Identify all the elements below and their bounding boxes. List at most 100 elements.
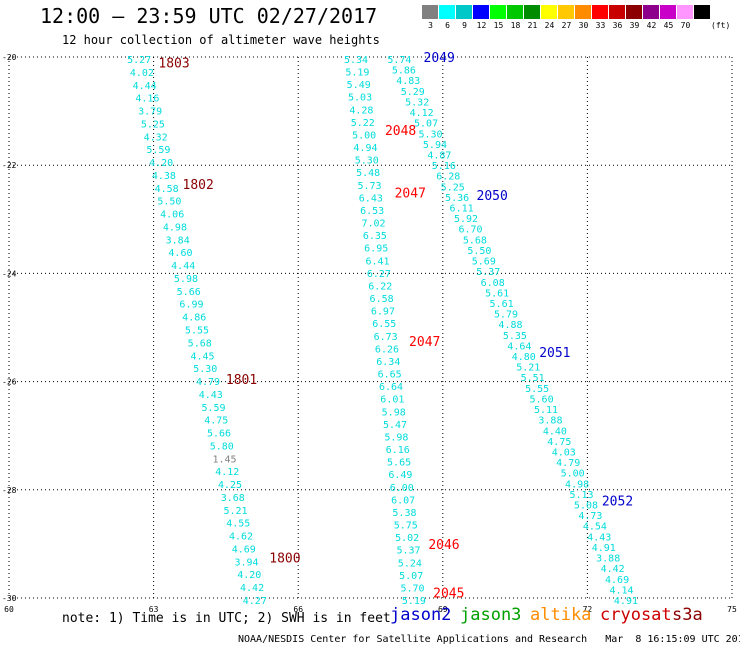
wave-height-value: 5.16 (432, 161, 456, 172)
wave-height-value: 4.87 (427, 150, 451, 161)
wave-height-value: 3.68 (221, 493, 245, 504)
wave-height-value: 6.53 (360, 206, 384, 217)
wave-height-value: 4.55 (226, 519, 250, 530)
color-scale-label: 27 (561, 21, 572, 30)
wave-height-value: 4.69 (605, 575, 629, 586)
color-swatch (575, 5, 592, 19)
wave-height-value: 4.42 (601, 564, 625, 575)
wave-height-value: 5.65 (387, 458, 411, 469)
y-tick-label: -30 (2, 594, 17, 603)
pass-label: 1803 (158, 56, 189, 71)
wave-height-value: 4.25 (218, 480, 242, 491)
wave-height-value: 5.22 (351, 118, 375, 129)
wave-height-value: 5.68 (188, 338, 212, 349)
wave-height-value: 5.59 (146, 145, 170, 156)
wave-height-value: 4.60 (168, 248, 192, 259)
color-swatch (507, 5, 524, 19)
color-scale-cell: 15 (490, 5, 507, 30)
wave-height-value: 3.88 (538, 416, 562, 427)
pass-label: 2045 (433, 587, 464, 602)
pass-label: 2051 (539, 346, 570, 361)
wave-height-value: 4.02 (130, 68, 154, 79)
color-scale-cell: 24 (541, 5, 558, 30)
wave-height-value: 5.98 (174, 274, 198, 285)
wave-height-value: 5.19 (345, 68, 369, 79)
color-scale-label: 39 (629, 21, 640, 30)
wave-height-value: 5.98 (382, 407, 406, 418)
color-scale-cell: 18 (507, 5, 524, 30)
wave-height-value: 5.29 (401, 87, 425, 98)
wave-height-value: 4.40 (543, 426, 567, 437)
pass-label: 1802 (183, 178, 214, 193)
color-swatch (473, 5, 490, 19)
wave-height-value: 5.79 (494, 310, 518, 321)
y-tick-label: -26 (2, 378, 17, 387)
chart-title: 12:00 – 23:59 UTC 02/27/2017 (40, 4, 378, 28)
color-swatch (439, 5, 456, 19)
legend-item-jason3: jason3 (460, 605, 522, 625)
wave-height-value: 6.01 (380, 395, 404, 406)
legend-item-s3a: s3a (672, 605, 703, 625)
wave-height-value: 6.99 (179, 300, 203, 311)
color-scale-cell: 33 (592, 5, 609, 30)
color-swatch (626, 5, 643, 19)
legend-item-jason2: jason2 (390, 605, 452, 625)
wave-height-value: 4.12 (215, 467, 239, 478)
wave-height-value: 6.64 (379, 382, 403, 393)
wave-height-value: 4.75 (547, 437, 571, 448)
wave-height-value: 4.86 (182, 313, 206, 324)
wave-height-value: 4.69 (232, 544, 256, 555)
color-scale-label: 24 (544, 21, 555, 30)
wave-height-value: 3.94 (235, 557, 259, 568)
y-tick-label: -24 (2, 269, 17, 278)
color-scale-cell (694, 5, 711, 30)
wave-height-value: 4.80 (512, 352, 536, 363)
color-scale-cell: 27 (558, 5, 575, 30)
wave-height-value: 4.58 (155, 184, 179, 195)
x-tick-label: 60 (4, 605, 14, 614)
color-scale-label: 18 (510, 21, 521, 30)
color-scale-cell: 39 (626, 5, 643, 30)
chart-footer: NOAA/NESDIS Center for Satellite Applica… (238, 634, 740, 645)
pass-label: 2046 (428, 538, 459, 553)
wave-height-value: 4.43 (587, 532, 611, 543)
wave-height-value: 5.38 (392, 508, 416, 519)
pass-label: 1800 (269, 551, 300, 566)
wave-height-value: 6.49 (388, 470, 412, 481)
color-scale-label: 30 (578, 21, 589, 30)
wave-height-value: 5.48 (356, 168, 380, 179)
color-scale-label: 15 (493, 21, 504, 30)
wave-height-value: 5.66 (177, 287, 201, 298)
color-scale-label: 36 (612, 21, 623, 30)
color-swatch (456, 5, 473, 19)
wave-height-value: 6.28 (436, 172, 460, 183)
wave-height-value: 5.94 (423, 140, 447, 151)
wave-height-value: 6.08 (481, 278, 505, 289)
color-swatch (524, 5, 541, 19)
wave-height-value: 5.07 (399, 571, 423, 582)
wave-height-value: 6.41 (366, 256, 390, 267)
wave-height-value: 6.27 (367, 269, 391, 280)
wave-height-value: 4.83 (396, 76, 420, 87)
color-scale-cell: 3 (422, 5, 439, 30)
wave-height-value: 4.44 (171, 261, 195, 272)
wave-height-value: 5.35 (503, 331, 527, 342)
color-scale-unit: (ft) (711, 21, 731, 30)
wave-height-value: 3.84 (166, 235, 190, 246)
color-scale-cell: 45 (660, 5, 677, 30)
color-scale-cell: 12 (473, 5, 490, 30)
wave-height-value: 5.92 (454, 214, 478, 225)
wave-height-value: 4.45 (190, 351, 214, 362)
pass-label: 2047 (409, 335, 440, 350)
color-scale-label: 70 (680, 21, 691, 30)
color-scale-cell: 9 (456, 5, 473, 30)
wave-height-value: 5.11 (534, 405, 558, 416)
wave-height-value: 6.07 (391, 495, 415, 506)
wave-height-value: 4.06 (160, 210, 184, 221)
wave-height-value: 6.22 (368, 281, 392, 292)
wave-height-value: 5.51 (521, 373, 545, 384)
wave-height-value: 5.25 (441, 182, 465, 193)
wave-height-value: 4.98 (163, 222, 187, 233)
wave-height-value: 5.86 (392, 66, 416, 77)
